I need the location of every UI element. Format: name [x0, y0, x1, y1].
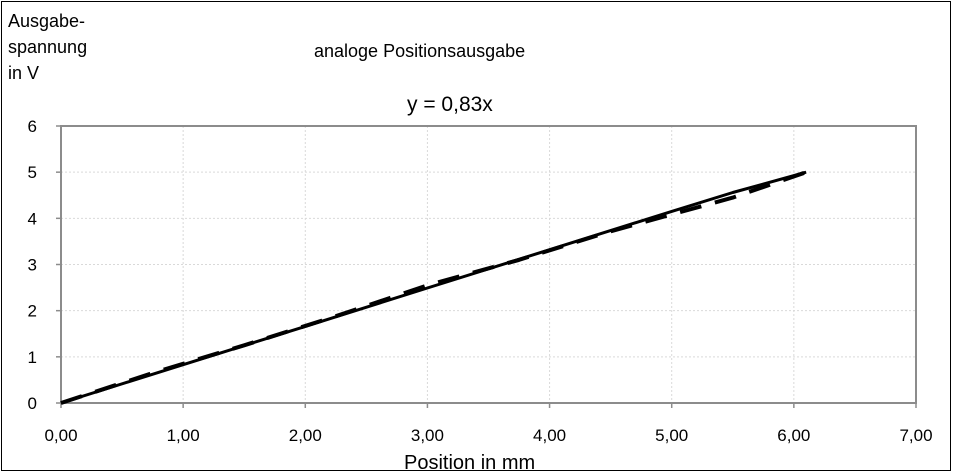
y-tick-label: 4	[28, 209, 37, 228]
x-tick-label: 0,00	[44, 426, 77, 445]
x-tick-label: 3,00	[411, 426, 444, 445]
y-axis-label-line-1: Ausgabe-	[8, 11, 86, 31]
y-tick-label: 2	[28, 302, 37, 321]
x-tick-label: 6,00	[777, 426, 810, 445]
series-line-dashed	[60, 170, 807, 405]
chart-title: analoge Positionsausgabe	[314, 41, 526, 61]
y-tick-label: 6	[28, 117, 37, 136]
x-axis-label: Position in mm	[404, 452, 536, 474]
axis-ticks: 0 1 2 3 4 5 6 0,00 1,00 2,00 3,00 4,00 5,00 6,00 7,00	[28, 117, 933, 445]
y-tick-label: 0	[28, 394, 37, 413]
x-tick-label: 2,00	[289, 426, 322, 445]
trendline-equation: y = 0,83x	[407, 93, 493, 116]
x-tick-label: 7,00	[899, 426, 932, 445]
y-axis-label-line-2: spannung	[8, 37, 88, 57]
x-tick-label: 5,00	[655, 426, 688, 445]
x-tick-label: 4,00	[533, 426, 566, 445]
y-tick-label: 5	[28, 163, 37, 182]
y-tick-label: 1	[28, 348, 37, 367]
y-axis-label-line-3: in V	[8, 63, 40, 83]
series-lines	[60, 170, 807, 405]
y-tick-label: 3	[28, 256, 37, 275]
x-tick-label: 1,00	[167, 426, 200, 445]
grid	[61, 126, 916, 403]
